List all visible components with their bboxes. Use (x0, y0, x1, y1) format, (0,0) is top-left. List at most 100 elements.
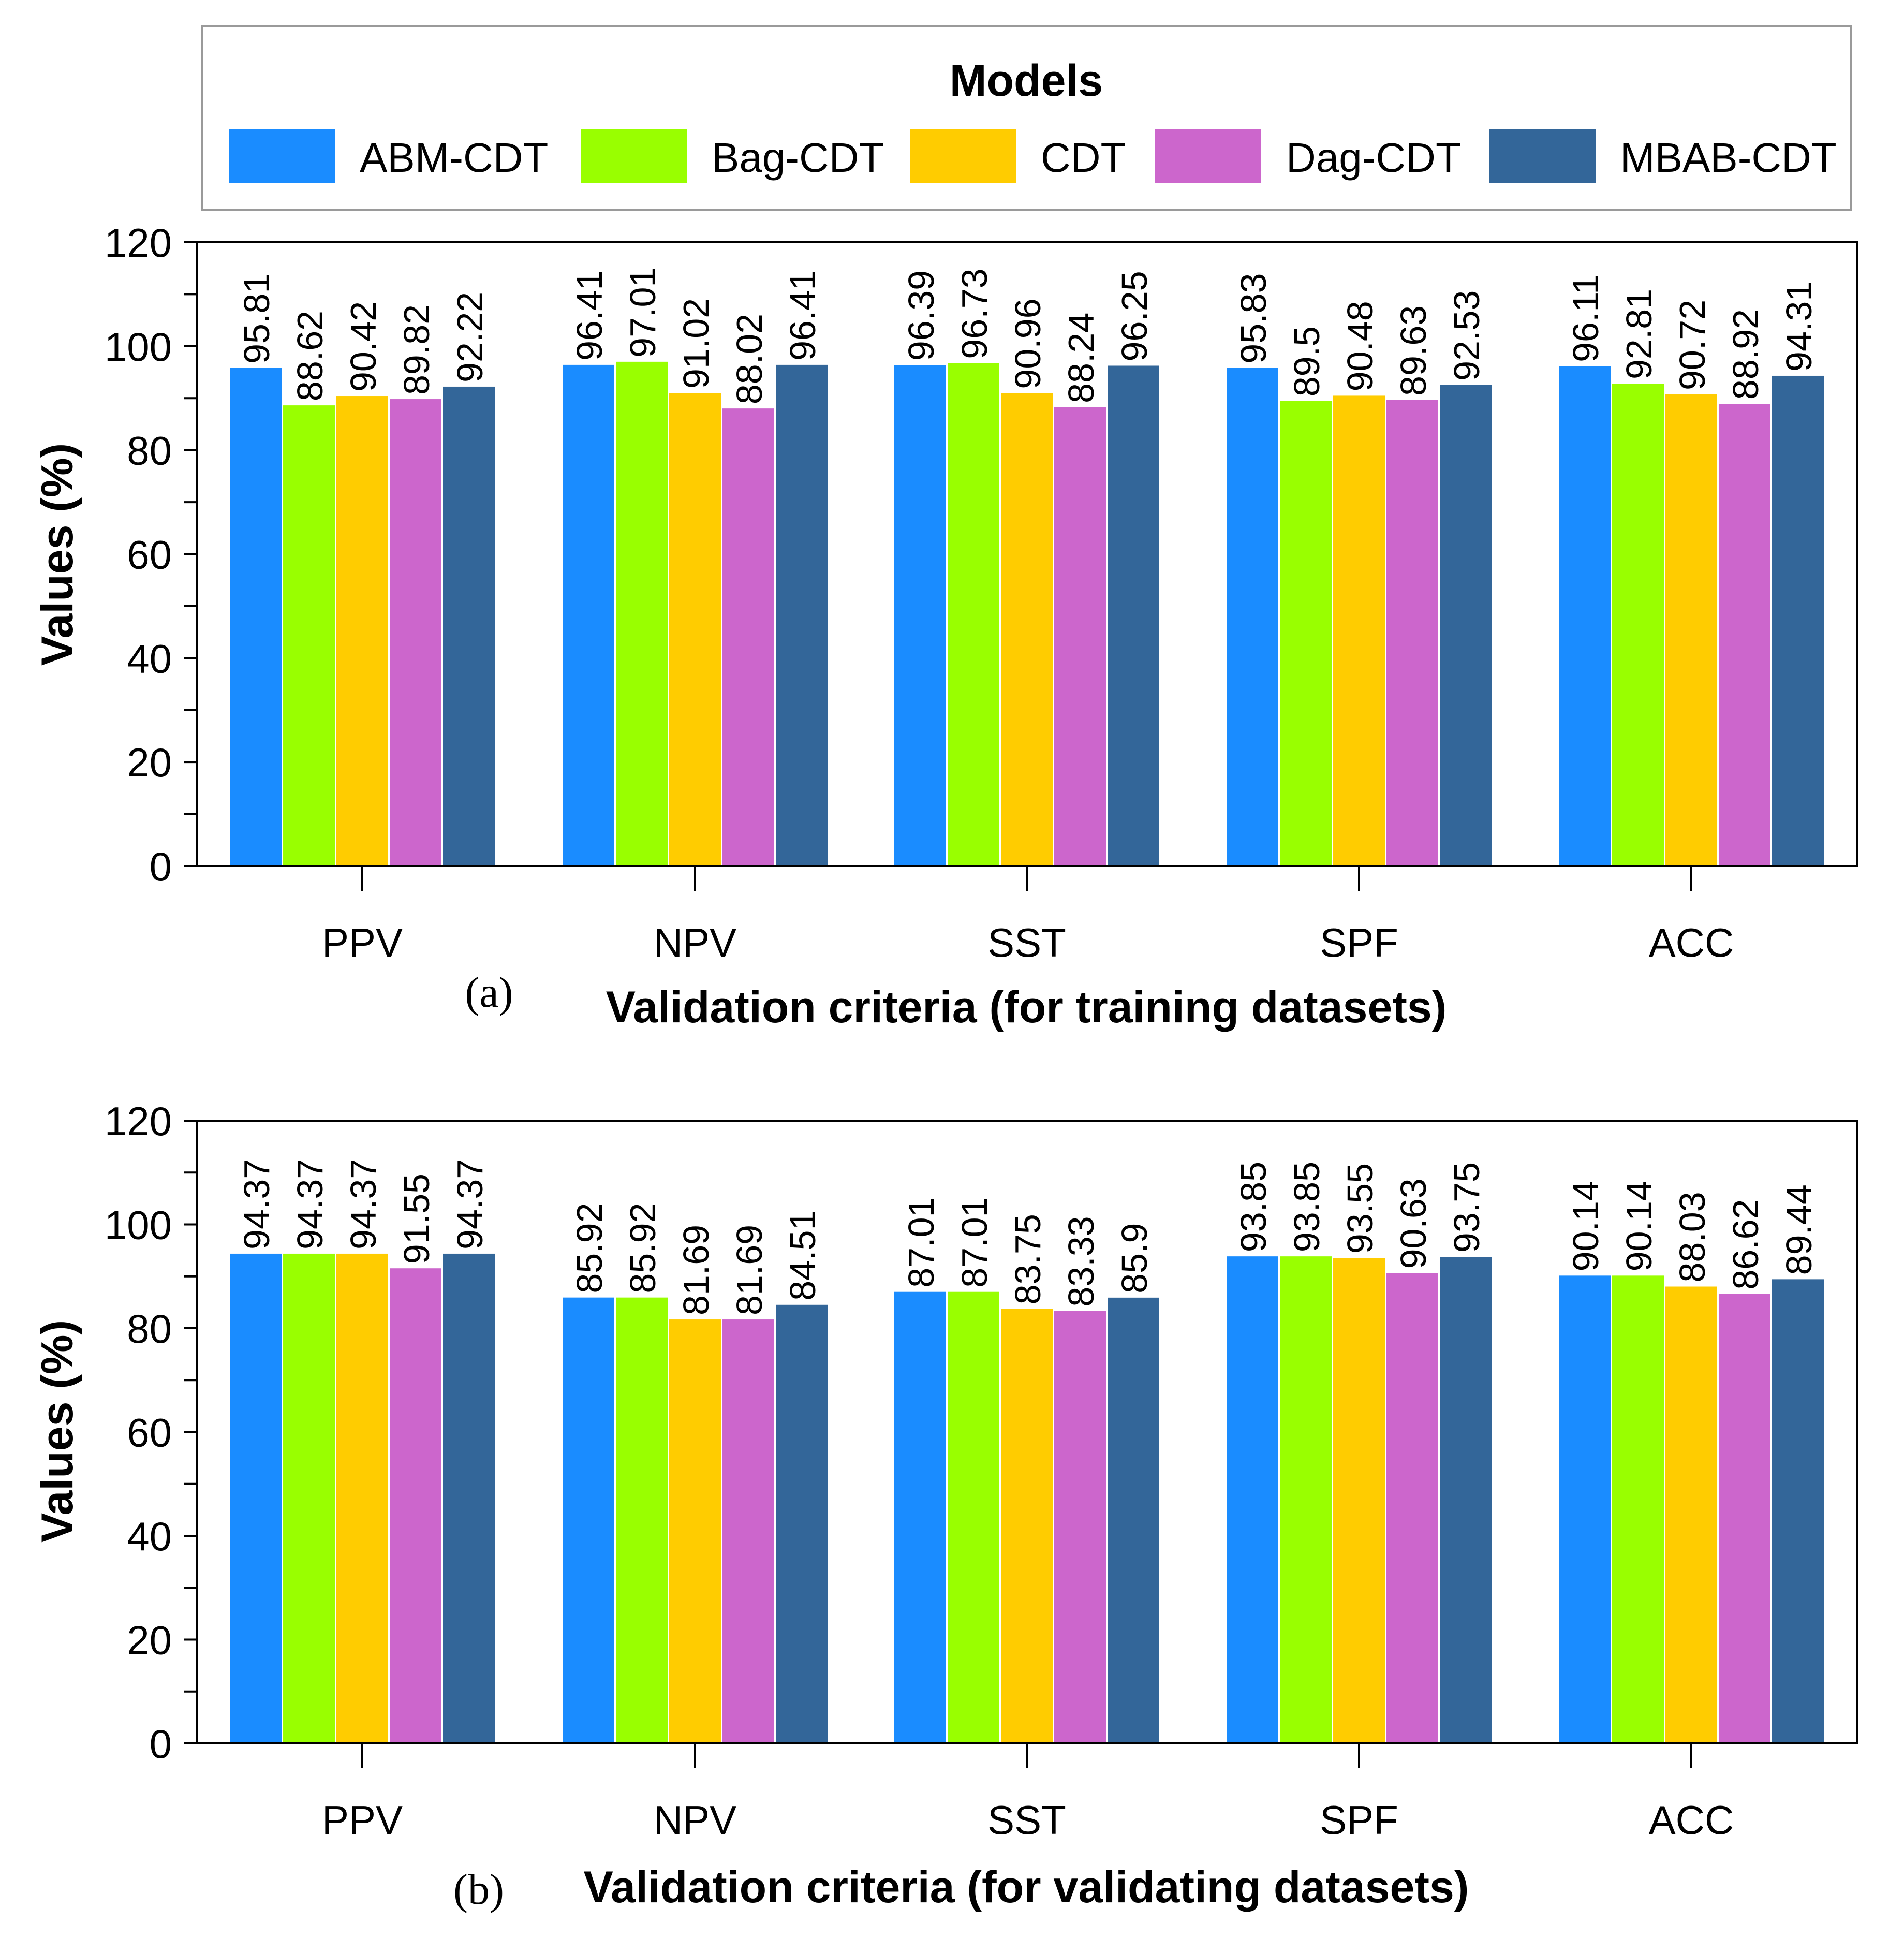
bar-abm-cdt-spf (1227, 1256, 1278, 1743)
bar-dag-cdt-ppv (390, 399, 441, 866)
data-label-abm-cdt-sst: 96.39 (901, 270, 941, 361)
data-label-bag-cdt-spf: 89.5 (1287, 326, 1327, 397)
data-label-bag-cdt-npv: 97.01 (623, 267, 663, 358)
bar-cdt-spf (1333, 1258, 1385, 1743)
data-label-dag-cdt-spf: 90.63 (1393, 1178, 1434, 1269)
data-label-dag-cdt-acc: 88.92 (1725, 309, 1766, 400)
data-label-mbab-cdt-spf: 92.53 (1447, 290, 1487, 381)
panel-b-label: (b) (453, 1866, 504, 1914)
data-label-dag-cdt-sst: 88.24 (1061, 313, 1101, 403)
y-tick-label: 100 (105, 324, 172, 370)
panel-a-y-axis-label: Values (%) (33, 443, 82, 666)
y-tick-label: 40 (127, 636, 172, 681)
bar-bag-cdt-sst (948, 1291, 999, 1743)
bar-bag-cdt-acc (1612, 1275, 1664, 1743)
bar-cdt-sst (1001, 393, 1053, 866)
panel-a-bars: 95.81 88.62 90.42 89.82 92.22 96.41 97.01 91.02… (230, 267, 1824, 866)
data-label-cdt-ppv: 94.37 (343, 1159, 383, 1250)
bar-bag-cdt-ppv (283, 1253, 335, 1743)
y-tick-label: 0 (150, 1721, 172, 1767)
bar-dag-cdt-sst (1054, 1311, 1106, 1743)
data-label-mbab-cdt-acc: 94.31 (1779, 281, 1819, 372)
y-tick-label: 120 (105, 1098, 172, 1144)
y-tick-label: 60 (127, 532, 172, 578)
bar-dag-cdt-acc (1719, 404, 1770, 866)
data-label-cdt-npv: 91.02 (676, 298, 716, 389)
panel-b-y-axis-label: Values (%) (33, 1320, 82, 1543)
data-label-dag-cdt-ppv: 89.82 (396, 304, 437, 395)
data-label-cdt-sst: 90.96 (1008, 298, 1048, 389)
data-label-mbab-cdt-npv: 96.41 (783, 270, 823, 361)
data-label-cdt-spf: 93.55 (1340, 1163, 1380, 1254)
data-label-bag-cdt-acc: 92.81 (1619, 289, 1659, 379)
bar-bag-cdt-spf (1280, 1256, 1332, 1743)
bar-abm-cdt-npv (563, 1297, 614, 1743)
x-tick-label-sst: SST (987, 920, 1066, 965)
x-tick-label-ppv: PPV (322, 1797, 403, 1843)
y-tick-label: 40 (127, 1514, 172, 1559)
y-tick-label: 0 (150, 844, 172, 889)
x-tick-label-ppv: PPV (322, 920, 403, 965)
chart-panel-a: 95.81 88.62 90.42 89.82 92.22 96.41 97.01 91.02… (33, 220, 1858, 1032)
bar-mbab-cdt-acc (1772, 1279, 1824, 1743)
legend-swatch-cdt (910, 129, 1016, 183)
data-label-abm-cdt-ppv: 94.37 (237, 1159, 277, 1250)
data-label-mbab-cdt-ppv: 92.22 (450, 292, 490, 383)
x-tick-label-sst: SST (987, 1797, 1066, 1843)
chart-panel-b: 94.37 94.37 94.37 91.55 94.37 85.92 85.92 81.69… (33, 1098, 1858, 1914)
x-tick-label-acc: ACC (1649, 1797, 1734, 1843)
data-label-cdt-ppv: 90.42 (343, 301, 383, 392)
bar-dag-cdt-spf (1386, 400, 1438, 866)
data-label-mbab-cdt-sst: 96.25 (1114, 271, 1155, 361)
panel-b-ticks: 0 20 40 60 80 100 120 PPV NPV SST SPF ACC (105, 1098, 1858, 1843)
data-label-abm-cdt-npv: 85.92 (569, 1202, 610, 1293)
legend-label-dag-cdt: Dag-CDT (1286, 135, 1461, 181)
legend-swatch-dag-cdt (1155, 129, 1261, 183)
legend: Models ABM-CDT Bag-CDT CDT Dag-CDT MBAB-CDT (201, 25, 1852, 211)
legend-swatch-mbab-cdt (1489, 129, 1596, 183)
y-tick-label: 80 (127, 428, 172, 474)
x-tick-label-npv: NPV (654, 1797, 736, 1843)
y-tick-label: 100 (105, 1202, 172, 1248)
legend-frame (201, 25, 1852, 211)
legend-title: Models (950, 56, 1103, 106)
bar-abm-cdt-ppv (230, 368, 282, 866)
data-label-abm-cdt-spf: 93.85 (1233, 1162, 1274, 1252)
bar-cdt-sst (1001, 1309, 1053, 1743)
bar-bag-cdt-acc (1612, 384, 1664, 866)
data-label-bag-cdt-sst: 96.73 (954, 268, 995, 359)
bar-dag-cdt-npv (722, 408, 774, 866)
legend-items: ABM-CDT Bag-CDT CDT Dag-CDT MBAB-CDT (229, 129, 1837, 183)
bar-abm-cdt-sst (894, 1291, 946, 1743)
legend-label-abm-cdt: ABM-CDT (360, 135, 548, 181)
data-label-cdt-acc: 88.03 (1672, 1192, 1713, 1282)
data-label-abm-cdt-acc: 90.14 (1566, 1181, 1606, 1271)
bar-bag-cdt-sst (948, 363, 999, 866)
bar-dag-cdt-acc (1719, 1294, 1770, 1743)
data-label-abm-cdt-npv: 96.41 (569, 270, 610, 361)
bar-mbab-cdt-ppv (443, 1253, 495, 1743)
data-label-cdt-sst: 83.75 (1008, 1214, 1048, 1304)
bar-mbab-cdt-spf (1440, 1257, 1492, 1743)
bar-bag-cdt-npv (616, 361, 668, 866)
legend-swatch-abm-cdt (229, 129, 335, 183)
bar-cdt-ppv (336, 396, 388, 866)
bar-mbab-cdt-sst (1108, 365, 1159, 866)
bar-mbab-cdt-npv (776, 1304, 828, 1743)
bar-abm-cdt-acc (1559, 1275, 1611, 1743)
panel-b-x-axis-label: Validation criteria (for validating data… (584, 1862, 1469, 1912)
y-tick-label: 80 (127, 1306, 172, 1352)
bar-dag-cdt-spf (1386, 1273, 1438, 1743)
data-label-bag-cdt-sst: 87.01 (954, 1197, 995, 1288)
x-tick-label-npv: NPV (654, 920, 736, 965)
data-label-cdt-spf: 90.48 (1340, 301, 1380, 391)
data-label-dag-cdt-npv: 88.02 (729, 314, 770, 404)
bar-abm-cdt-sst (894, 365, 946, 866)
y-tick-label: 20 (127, 740, 172, 785)
legend-label-mbab-cdt: MBAB-CDT (1620, 135, 1837, 181)
panel-a-label: (a) (465, 968, 513, 1017)
legend-swatch-bag-cdt (581, 129, 687, 183)
bar-abm-cdt-npv (563, 364, 614, 866)
data-label-dag-cdt-ppv: 91.55 (396, 1173, 437, 1264)
bar-cdt-ppv (336, 1253, 388, 1743)
